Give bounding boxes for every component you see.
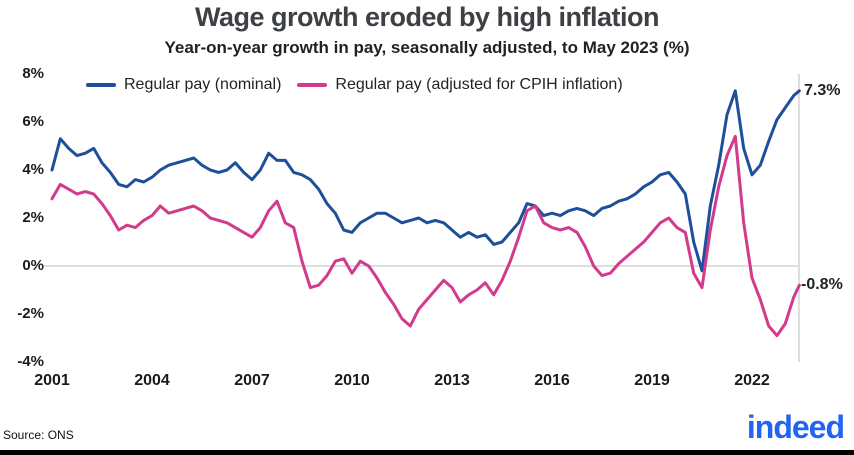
legend-item-nominal: Regular pay (nominal) — [86, 76, 281, 94]
y-tick-label: 0% — [22, 257, 44, 274]
indeed-logo: indeed — [746, 409, 845, 445]
x-tick-label: 2022 — [734, 372, 770, 389]
chart-title: Wage growth eroded by high inflation — [195, 2, 659, 32]
legend-label-real: Regular pay (adjusted for CPIH inflation… — [335, 76, 623, 93]
nominal-line-swatch — [86, 83, 116, 87]
end-label-nominal: 7.3% — [804, 82, 841, 99]
end-label-real: -0.8% — [801, 276, 843, 293]
y-tick-label: -4% — [17, 353, 44, 370]
x-tick-label: 2007 — [234, 372, 270, 389]
bottom-border-bar — [0, 450, 854, 455]
real-line-swatch — [297, 83, 328, 87]
x-tick-label: 2016 — [534, 372, 570, 389]
legend-item-real: Regular pay (adjusted for CPIH inflation… — [297, 76, 623, 94]
x-tick-label: 2001 — [34, 372, 70, 389]
legend: Regular pay (nominal) Regular pay (adjus… — [86, 76, 623, 94]
x-tick-label: 2019 — [634, 372, 670, 389]
x-tick-label: 2013 — [434, 372, 470, 389]
y-tick-label: 2% — [22, 209, 44, 226]
real-pay-line — [50, 134, 801, 338]
y-tick-label: 6% — [22, 113, 44, 130]
x-tick-label: 2010 — [334, 372, 370, 389]
y-tick-label: -2% — [17, 305, 44, 322]
y-tick-label: 4% — [22, 161, 44, 178]
chart-subtitle: Year-on-year growth in pay, seasonally a… — [164, 38, 690, 57]
series-lines — [50, 89, 801, 338]
gridlines — [44, 74, 800, 362]
x-tick-label: 2004 — [134, 372, 170, 389]
legend-label-nominal: Regular pay (nominal) — [124, 76, 282, 93]
y-tick-label: 8% — [22, 65, 44, 82]
nominal-pay-line — [50, 89, 801, 273]
source-note: Source: ONS — [3, 428, 74, 442]
